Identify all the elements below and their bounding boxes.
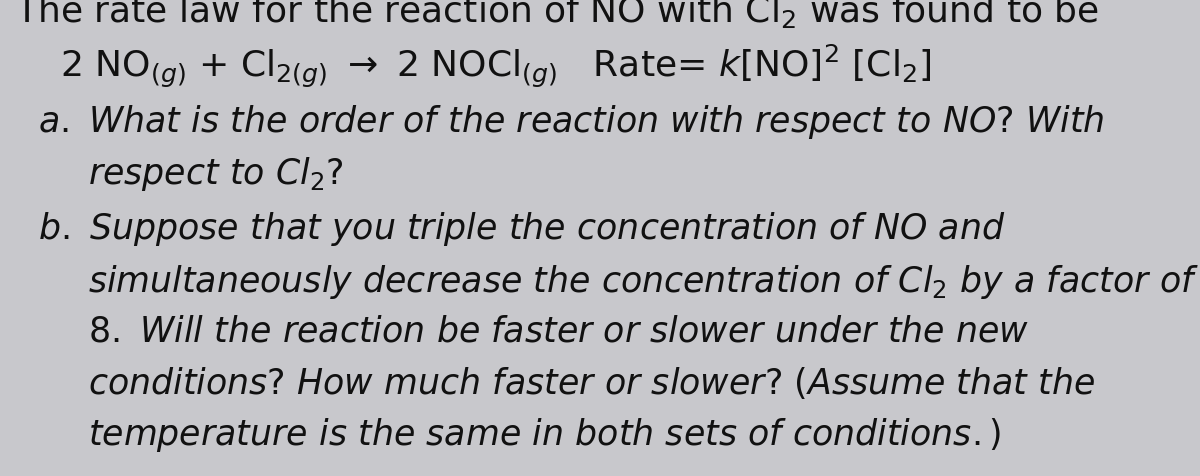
Text: $\it{conditions?\ How\ much\ faster\ or\ slower?\ (Assume\ that\ the}$: $\it{conditions?\ How\ much\ faster\ or\… [88,364,1096,400]
Text: $\it{a.}$ $\it{What\ is\ the\ order\ of\ the\ reaction\ with\ respect\ to\ NO?\ : $\it{a.}$ $\it{What\ is\ the\ order\ of\… [38,103,1104,141]
Text: $\it{temperature\ is\ the\ same\ in\ both\ sets\ of\ conditions.)}$: $\it{temperature\ is\ the\ same\ in\ bot… [88,415,1001,453]
Text: $\it{b.\ Suppose\ that\ you\ triple\ the\ concentration\ of\ NO\ and}$: $\it{b.\ Suppose\ that\ you\ triple\ the… [38,209,1006,248]
Text: $\it{8.\ Will\ the\ reaction\ be\ faster\ or\ slower\ under\ the\ new}$: $\it{8.\ Will\ the\ reaction\ be\ faster… [88,314,1030,348]
Text: $\it{simultaneously\ decrease\ the\ concentration\ of\ Cl_2\ by\ a\ factor\ of}$: $\it{simultaneously\ decrease\ the\ conc… [88,262,1199,300]
Text: The rate law for the reaction of NO with Cl$_2$ was found to be: The rate law for the reaction of NO with… [14,0,1099,30]
Text: 2 NO$_{(g)}$ + Cl$_{2(g)}$ $\rightarrow$ 2 NOCl$_{(g)}$   Rate= $k$[NO]$^2$ [Cl$: 2 NO$_{(g)}$ + Cl$_{2(g)}$ $\rightarrow$… [60,43,931,90]
Text: $\it{respect\ to\ Cl_2?}$: $\it{respect\ to\ Cl_2?}$ [88,155,343,193]
